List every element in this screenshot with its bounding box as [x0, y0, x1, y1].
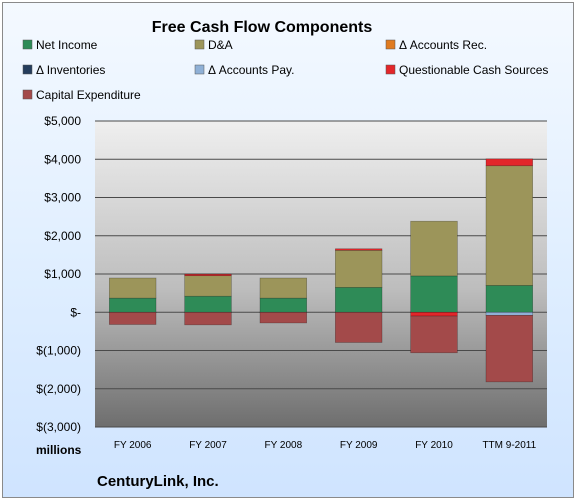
legend-label-capital-expenditure: Capital Expenditure: [36, 88, 141, 102]
company-name: CenturyLink, Inc.: [97, 473, 219, 490]
bar-questionable-cash-sources-fy-2010: [410, 311, 458, 317]
x-tick-label: FY 2010: [415, 440, 453, 451]
legend-swatch-net-income: [22, 39, 33, 50]
bar-d-a-fy-2009: [335, 249, 383, 288]
y-tick-label: $(2,000): [36, 382, 81, 396]
bar-capital-expenditure-ttm-9-2011: [485, 315, 533, 383]
y-axis: $5,000 $4,000 $3,000 $2,000 $1,000 $- $(1,000)…: [36, 114, 81, 434]
bar-capital-expenditure-fy-2006: [109, 311, 157, 325]
units-label: millions: [36, 443, 82, 457]
y-tick-label: $(1,000): [36, 344, 81, 358]
y-tick-label: $5,000: [44, 114, 81, 128]
legend-swatch-capital-expenditure: [22, 89, 33, 100]
legend-label-accounts-pay: Δ Accounts Pay.: [208, 63, 295, 77]
legend-swatch-d-a: [194, 39, 205, 50]
legend: Net Income D&A Δ Accounts Rec. Δ Inventorie…: [22, 38, 548, 102]
gridlines: [95, 120, 547, 428]
x-tick-label: TTM 9-2011: [482, 440, 536, 451]
bar-net-income-fy-2010: [410, 275, 458, 313]
y-tick-label: $-: [70, 305, 81, 319]
bar-d-a-fy-2008: [259, 277, 307, 299]
bar-capital-expenditure-fy-2009: [335, 311, 383, 343]
bar-net-income-ttm-9-2011: [485, 285, 533, 313]
bar-questionable-cash-sources-fy-2007: [184, 273, 232, 277]
legend-label-inventories: Δ Inventories: [36, 63, 105, 77]
legend-label-net-income: Net Income: [36, 38, 98, 52]
bar-questionable-cash-sources-ttm-9-2011: [485, 158, 533, 167]
y-tick-label: $1,000: [44, 267, 81, 281]
legend-swatch-accounts-pay: [194, 64, 205, 75]
legend-label-accounts-rec: Δ Accounts Rec.: [399, 38, 487, 52]
bar-capital-expenditure-fy-2008: [259, 311, 307, 324]
chart-svg: Free Cash Flow Components Net Income D&A Δ…: [22, 19, 548, 490]
x-axis: FY 2006 FY 2007 FY 2008 FY 2009 FY 2010 TTM 9…: [114, 440, 537, 451]
bar-d-a-ttm-9-2011: [485, 165, 533, 286]
bars: [109, 158, 533, 383]
legend-swatch-inventories: [22, 64, 33, 75]
legend-label-questionable-cash-sources: Questionable Cash Sources: [399, 63, 548, 77]
bar-d-a-fy-2006: [109, 277, 157, 299]
bar-net-income-fy-2008: [259, 297, 307, 313]
x-tick-label: FY 2009: [340, 440, 378, 451]
y-tick-label: $2,000: [44, 229, 81, 243]
bar-capital-expenditure-fy-2010: [410, 315, 458, 354]
legend-swatch-accounts-rec: [385, 39, 396, 50]
bar-questionable-cash-sources-fy-2009: [335, 248, 383, 251]
y-tick-label: $3,000: [44, 191, 81, 205]
bar-d-a-fy-2007: [184, 275, 232, 297]
bar-d-a-fy-2010: [410, 220, 458, 277]
bar-capital-expenditure-fy-2007: [184, 311, 232, 326]
chart-title: Free Cash Flow Components: [152, 19, 373, 36]
bar-net-income-fy-2009: [335, 287, 383, 313]
chart-frame: Free Cash Flow Components Net Income D&A Δ…: [2, 2, 574, 498]
x-tick-label: FY 2008: [265, 440, 303, 451]
bar-net-income-fy-2007: [184, 295, 232, 313]
bar-net-income-fy-2006: [109, 297, 157, 313]
legend-swatch-questionable-cash-sources: [385, 64, 396, 75]
y-tick-label: $(3,000): [36, 420, 81, 434]
bar-accounts-pay-ttm-9-2011: [485, 311, 533, 316]
x-tick-label: FY 2006: [114, 440, 152, 451]
legend-label-d-a: D&A: [208, 38, 233, 52]
y-tick-label: $4,000: [44, 152, 81, 166]
x-tick-label: FY 2007: [189, 440, 227, 451]
